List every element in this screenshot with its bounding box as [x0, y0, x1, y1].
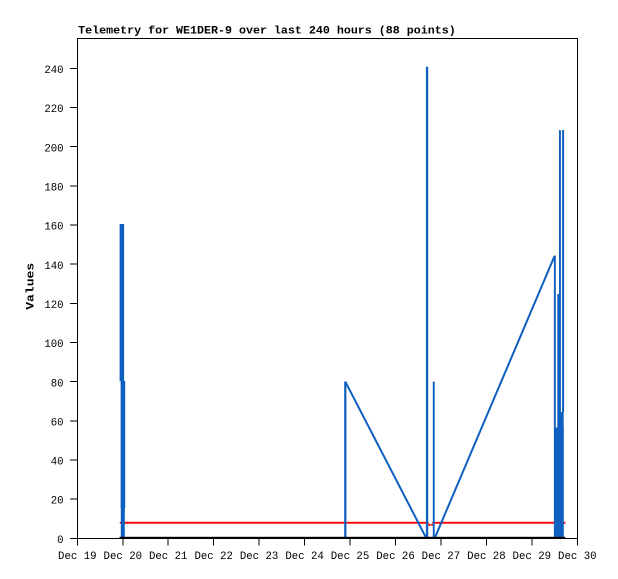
svg-text:Dec 21: Dec 21	[149, 551, 187, 563]
svg-text:Dec 25: Dec 25	[331, 551, 369, 563]
svg-text:Values: Values	[26, 263, 38, 310]
svg-text:60: 60	[51, 417, 64, 429]
svg-text:Telemetry for WE1DER-9 over la: Telemetry for WE1DER-9 over last 240 hou…	[78, 26, 455, 38]
svg-text:160: 160	[44, 222, 63, 234]
svg-text:200: 200	[44, 143, 63, 155]
svg-text:Dec 26: Dec 26	[376, 551, 414, 563]
svg-text:0: 0	[57, 535, 63, 547]
svg-text:120: 120	[44, 300, 63, 312]
svg-text:Dec 27: Dec 27	[422, 551, 460, 563]
svg-text:Dec 28: Dec 28	[467, 551, 505, 563]
svg-text:40: 40	[51, 457, 64, 469]
svg-text:100: 100	[44, 339, 63, 351]
svg-text:140: 140	[44, 261, 63, 273]
svg-text:220: 220	[44, 104, 63, 116]
svg-text:80: 80	[51, 378, 64, 390]
svg-text:Dec 22: Dec 22	[194, 551, 232, 563]
svg-text:240: 240	[44, 65, 63, 77]
svg-text:Dec 24: Dec 24	[285, 551, 323, 563]
svg-text:Dec 19: Dec 19	[58, 551, 96, 563]
svg-text:180: 180	[44, 183, 63, 195]
svg-text:Dec 20: Dec 20	[104, 551, 142, 563]
svg-text:Dec 23: Dec 23	[240, 551, 278, 563]
svg-text:Dec 30: Dec 30	[558, 551, 596, 563]
svg-text:20: 20	[51, 496, 64, 508]
svg-text:Dec 29: Dec 29	[513, 551, 551, 563]
